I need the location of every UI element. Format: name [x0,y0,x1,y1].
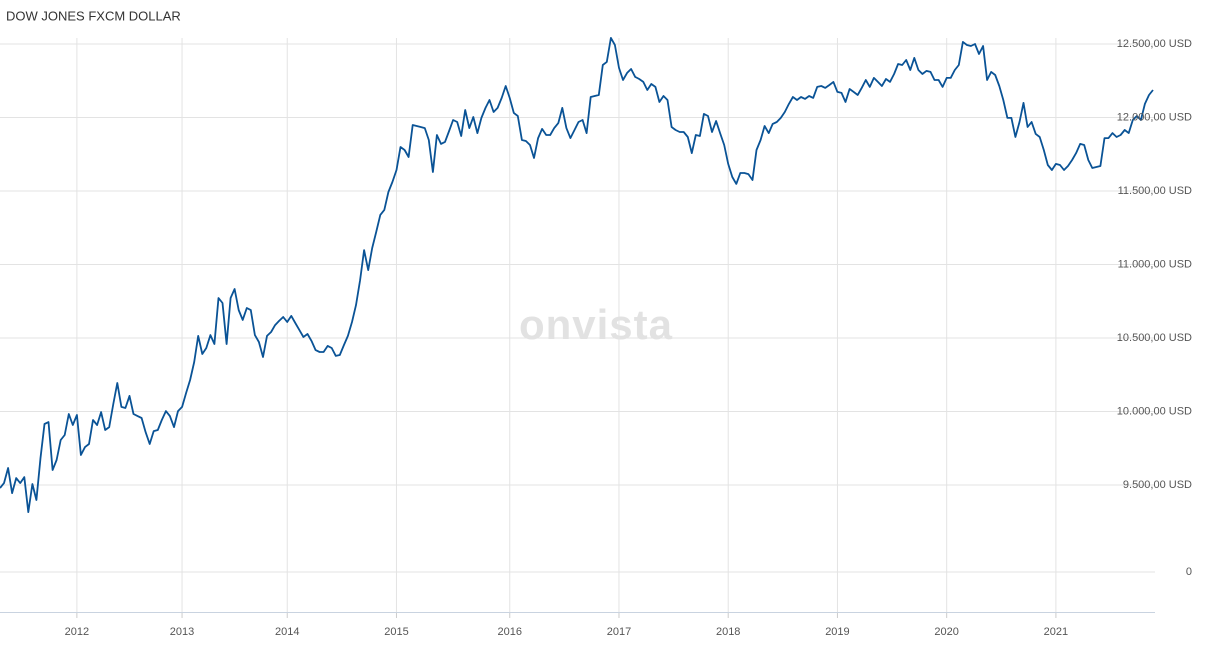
grid [0,38,1155,618]
y-tick-label: 10.500,00 USD [1117,332,1192,344]
marks [0,37,1154,513]
x-tick-label: 2012 [65,626,89,638]
y-tick-label: 12.500,00 USD [1117,38,1192,50]
chart-title: DOW JONES FXCM DOLLAR [6,8,181,23]
y-tick-label: 12.000,00 USD [1117,111,1192,123]
y-tick-label: 9.500,00 USD [1123,479,1192,491]
y-tick-label: 11.000,00 USD [1118,258,1192,270]
y-tick-label: 11.500,00 USD [1118,185,1192,197]
x-tick-label: 2020 [934,626,958,638]
y-tick-label: 10.000,00 USD [1117,405,1192,417]
x-tick-label: 2021 [1044,626,1068,638]
price-line [0,37,1154,513]
watermark: onvista [519,301,673,348]
x-tick-label: 2014 [275,626,299,638]
x-tick-label: 2019 [825,626,849,638]
x-tick-label: 2016 [498,626,522,638]
y-tick-label: 0 [1186,566,1192,578]
x-tick-label: 2013 [170,626,194,638]
x-tick-label: 2015 [384,626,408,638]
x-tick-label: 2017 [607,626,631,638]
x-tick-label: 2018 [716,626,740,638]
